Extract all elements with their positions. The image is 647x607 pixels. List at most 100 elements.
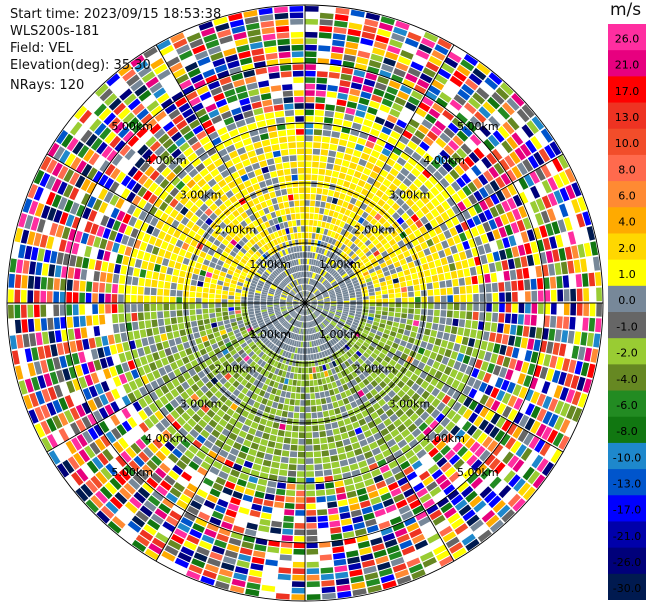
velocity-cell bbox=[239, 97, 251, 106]
velocity-cell bbox=[311, 419, 318, 425]
velocity-cell bbox=[316, 496, 326, 503]
velocity-cell bbox=[458, 528, 472, 541]
velocity-cell bbox=[308, 232, 312, 239]
velocity-cell bbox=[114, 333, 122, 344]
velocity-cell bbox=[331, 197, 339, 205]
velocity-cell bbox=[349, 569, 363, 577]
velocity-cell bbox=[410, 193, 420, 203]
velocity-cell bbox=[302, 278, 304, 284]
velocity-cell bbox=[252, 253, 259, 260]
velocity-cell bbox=[440, 303, 447, 310]
velocity-cell bbox=[319, 554, 332, 561]
velocity-cell bbox=[261, 166, 269, 174]
velocity-cell bbox=[305, 252, 308, 258]
velocity-cell bbox=[261, 139, 271, 147]
velocity-cell bbox=[289, 254, 293, 260]
velocity-cell bbox=[281, 410, 288, 418]
velocity-cell bbox=[302, 252, 305, 258]
velocity-cell bbox=[99, 420, 110, 433]
velocity-cell bbox=[224, 246, 232, 254]
velocity-cell bbox=[572, 407, 583, 423]
velocity-cell bbox=[82, 207, 92, 220]
velocity-cell bbox=[440, 445, 451, 456]
velocity-cell bbox=[425, 61, 440, 73]
velocity-cell bbox=[408, 455, 419, 465]
velocity-cell bbox=[477, 505, 491, 518]
velocity-cell bbox=[420, 380, 430, 390]
velocity-cell bbox=[326, 429, 334, 437]
velocity-cell bbox=[427, 464, 439, 475]
velocity-cell bbox=[348, 250, 355, 257]
velocity-cell bbox=[179, 196, 189, 206]
velocity-cell bbox=[330, 415, 337, 423]
velocity-cell bbox=[414, 130, 426, 140]
velocity-cell bbox=[274, 322, 280, 327]
velocity-cell bbox=[280, 295, 287, 298]
velocity-cell bbox=[287, 352, 292, 359]
velocity-cell bbox=[411, 325, 419, 333]
velocity-cell bbox=[122, 162, 133, 174]
velocity-cell bbox=[295, 213, 301, 220]
velocity-cell bbox=[173, 482, 185, 493]
velocity-cell bbox=[330, 279, 336, 284]
velocity-cell bbox=[150, 57, 165, 70]
velocity-cell bbox=[313, 340, 317, 347]
velocity-cell bbox=[227, 213, 236, 222]
velocity-cell bbox=[284, 313, 290, 318]
velocity-cell bbox=[362, 370, 370, 378]
velocity-cell bbox=[223, 262, 230, 269]
velocity-cell bbox=[319, 324, 324, 330]
velocity-cell bbox=[144, 548, 160, 561]
velocity-cell bbox=[309, 314, 313, 321]
velocity-cell bbox=[297, 458, 305, 464]
velocity-cell bbox=[484, 322, 491, 332]
velocity-cell bbox=[299, 285, 302, 291]
velocity-cell bbox=[352, 265, 359, 271]
velocity-cell bbox=[98, 304, 105, 314]
velocity-cell bbox=[228, 101, 240, 110]
velocity-cell bbox=[214, 381, 223, 390]
velocity-cell bbox=[330, 231, 336, 238]
velocity-cell bbox=[350, 253, 357, 260]
velocity-cell bbox=[249, 314, 255, 318]
velocity-cell bbox=[331, 46, 344, 54]
velocity-cell bbox=[276, 32, 290, 39]
velocity-cell bbox=[28, 261, 36, 275]
velocity-cell bbox=[339, 378, 346, 385]
velocity-cell bbox=[451, 181, 461, 192]
velocity-cell bbox=[176, 416, 186, 426]
velocity-cell bbox=[244, 321, 251, 326]
velocity-cell bbox=[169, 187, 180, 197]
velocity-cell bbox=[349, 307, 356, 311]
velocity-cell bbox=[341, 432, 349, 440]
velocity-cell bbox=[308, 361, 312, 367]
velocity-cell bbox=[280, 541, 293, 548]
velocity-cell bbox=[364, 18, 379, 28]
velocity-cell bbox=[418, 101, 431, 113]
velocity-cell bbox=[284, 110, 294, 117]
velocity-cell bbox=[536, 393, 546, 407]
velocity-cell bbox=[22, 333, 30, 348]
velocity-cell bbox=[362, 247, 370, 254]
velocity-cell bbox=[80, 327, 88, 339]
velocity-cell bbox=[343, 335, 350, 342]
velocity-cell bbox=[248, 88, 260, 97]
velocity-cell bbox=[212, 327, 219, 333]
velocity-cell bbox=[34, 406, 45, 422]
velocity-cell bbox=[359, 335, 366, 341]
velocity-cell bbox=[82, 387, 92, 401]
velocity-cell bbox=[273, 448, 282, 456]
velocity-cell bbox=[261, 311, 268, 315]
velocity-cell bbox=[316, 84, 327, 91]
velocity-cell bbox=[111, 516, 126, 529]
velocity-cell bbox=[378, 372, 387, 380]
velocity-cell bbox=[280, 264, 286, 271]
velocity-cell bbox=[221, 299, 228, 303]
velocity-cell bbox=[93, 326, 101, 337]
velocity-cell bbox=[297, 293, 302, 298]
velocity-cell bbox=[324, 335, 330, 342]
velocity-cell bbox=[246, 454, 255, 463]
velocity-cell bbox=[345, 41, 359, 50]
velocity-cell bbox=[391, 404, 400, 413]
velocity-cell bbox=[293, 300, 299, 302]
